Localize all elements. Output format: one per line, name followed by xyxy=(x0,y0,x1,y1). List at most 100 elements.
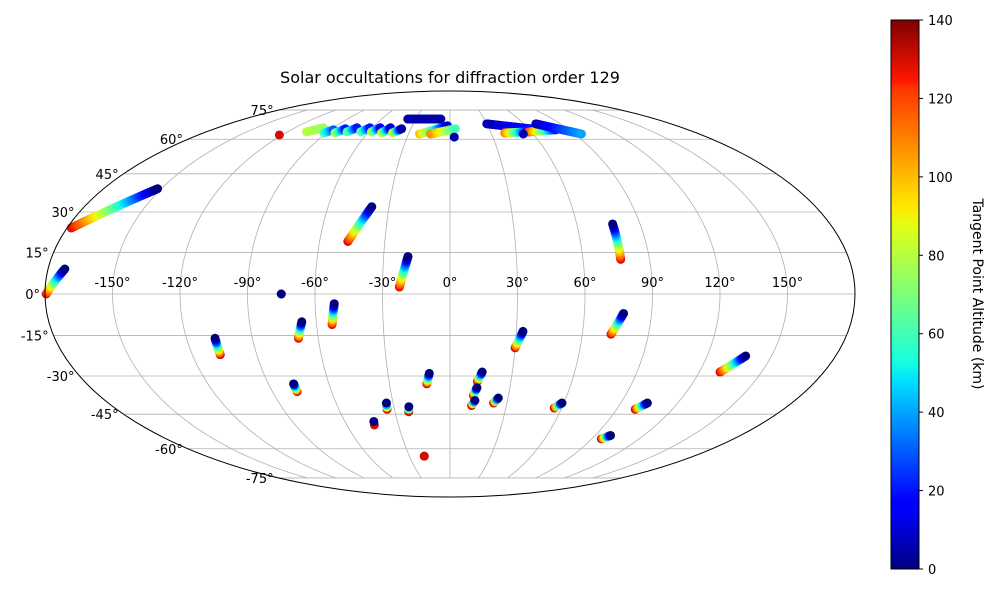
occultation-track xyxy=(606,308,629,339)
occultation-track xyxy=(715,351,751,377)
data-point xyxy=(619,308,629,318)
data-point xyxy=(470,396,480,406)
colorbar-gradient xyxy=(890,19,920,570)
colorbar-tick-label: 60 xyxy=(928,328,945,343)
longitude-tick-labels: -150° -120° -90° -60° -30° 0° 30° 60° 90° 120° 150… xyxy=(94,276,803,291)
data-point xyxy=(518,326,528,336)
occultation-track xyxy=(472,367,487,386)
data-point xyxy=(404,402,414,412)
colorbar-tick-label: 40 xyxy=(928,406,945,421)
data-point xyxy=(60,264,70,274)
occultation-track xyxy=(343,202,377,246)
longitude-tick-label: 0° xyxy=(443,276,458,291)
data-point xyxy=(436,114,446,124)
data-point xyxy=(274,130,284,140)
longitude-tick-label: 60° xyxy=(573,276,596,291)
data-point xyxy=(367,202,377,212)
data-point xyxy=(153,184,163,194)
data-point xyxy=(276,289,286,299)
data-point xyxy=(741,351,751,361)
data-point xyxy=(449,132,459,142)
latitude-tick-label: -75° xyxy=(246,472,274,487)
occultation-track xyxy=(293,317,307,343)
grid-meridian xyxy=(382,109,422,479)
occultation-track xyxy=(327,299,339,330)
data-point xyxy=(424,368,434,378)
colorbar-tick-label: 100 xyxy=(928,171,953,186)
colorbar-label: Tangent Point Altitude (km) xyxy=(969,197,985,389)
occultation-track xyxy=(468,383,482,400)
occultation-track xyxy=(388,124,407,138)
latitude-tick-label: 30° xyxy=(51,206,74,221)
data-point xyxy=(557,398,567,408)
data-point xyxy=(608,219,618,229)
occultation-track xyxy=(426,124,460,139)
grid-meridian xyxy=(506,109,586,479)
data-point xyxy=(472,383,482,393)
latitude-tick-label: 45° xyxy=(96,168,119,183)
data-point xyxy=(419,451,429,461)
occultation-track xyxy=(289,379,302,397)
occultation-track xyxy=(596,430,616,444)
latitude-tick-label: 0° xyxy=(25,288,40,303)
data-marks xyxy=(41,114,751,461)
occultation-track xyxy=(403,114,446,124)
occultation-track xyxy=(394,252,413,292)
chart-title: Solar occultations for diffraction order… xyxy=(280,68,620,87)
longitude-tick-label: 120° xyxy=(704,276,735,291)
graticule xyxy=(45,109,855,479)
colorbar-tick-label: 20 xyxy=(928,485,945,500)
latitude-tick-label: 15° xyxy=(26,246,49,261)
longitude-tick-label: -150° xyxy=(94,276,130,291)
colorbar: 0 20 40 60 80 100 120 140 Tangent Point Altitud… xyxy=(890,14,985,578)
latitude-tick-labels: 75° 60° 45° 30° 15° 0° -15° -30° -45° -60° -75° xyxy=(21,104,274,487)
occultation-track xyxy=(510,326,528,353)
data-point xyxy=(606,430,616,440)
data-point xyxy=(642,398,652,408)
map-outline xyxy=(44,90,856,498)
latitude-tick-label: -60° xyxy=(155,443,183,458)
occultation-track xyxy=(419,451,429,461)
data-point xyxy=(329,299,339,309)
latitude-tick-label: 60° xyxy=(160,133,183,148)
longitude-tick-label: -60° xyxy=(301,276,329,291)
data-point xyxy=(576,129,586,139)
longitude-tick-label: -120° xyxy=(162,276,198,291)
occultation-track xyxy=(210,333,225,360)
grid-meridian xyxy=(314,109,394,479)
data-point xyxy=(381,398,391,408)
data-point xyxy=(369,416,379,426)
grid-meridian xyxy=(247,109,365,479)
grid-meridian xyxy=(112,109,308,479)
data-point xyxy=(210,333,220,343)
data-point xyxy=(477,367,487,377)
occultation-track xyxy=(608,219,626,264)
grid-meridian xyxy=(592,109,788,479)
longitude-tick-label: -30° xyxy=(369,276,397,291)
occultation-track xyxy=(404,402,414,417)
occultation-track xyxy=(66,184,163,233)
latitude-tick-label: -45° xyxy=(91,408,119,423)
colorbar-tick-label: 140 xyxy=(928,14,953,29)
longitude-tick-label: 90° xyxy=(641,276,664,291)
colorbar-tick-label: 0 xyxy=(928,563,936,578)
longitude-tick-label: -90° xyxy=(234,276,262,291)
latitude-tick-label: -30° xyxy=(47,370,75,385)
latitude-tick-label: 75° xyxy=(251,104,274,119)
occultation-track xyxy=(369,416,379,430)
data-point xyxy=(289,379,299,389)
occultation-track xyxy=(422,368,434,389)
occultation-track xyxy=(41,264,70,299)
colorbar-tick-label: 120 xyxy=(928,92,953,107)
data-point xyxy=(297,317,307,327)
longitude-tick-label: 150° xyxy=(772,276,803,291)
occultation-track xyxy=(531,119,586,139)
occultation-track xyxy=(489,393,503,408)
occultation-track xyxy=(330,124,350,138)
grid-meridian xyxy=(535,109,653,479)
latitude-tick-label: -15° xyxy=(21,330,49,345)
colorbar-tick-label: 80 xyxy=(928,249,945,264)
data-point xyxy=(397,124,407,134)
data-point xyxy=(450,124,460,134)
